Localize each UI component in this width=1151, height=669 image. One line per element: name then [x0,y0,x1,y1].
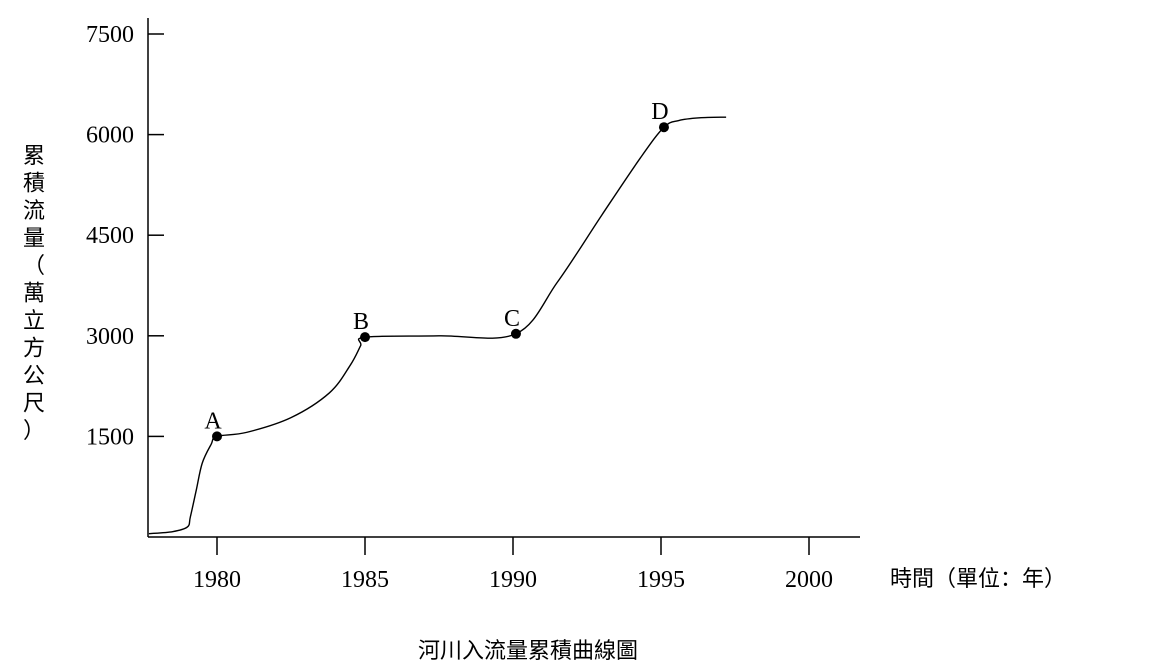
y-tick-label: 4500 [86,223,134,249]
y-tick-label: 7500 [86,22,134,48]
point-b-label: B [353,309,369,335]
x-tick-label: 2000 [785,567,833,593]
x-ticks: 1980 1985 1990 1995 2000 [193,537,833,593]
y-axis-title-char: 量 [23,227,45,252]
point-c-label: C [504,306,520,332]
x-tick-label: 1990 [489,567,537,593]
x-axis-label: 時間（單位：年） [890,567,1066,592]
y-tick-label: 1500 [86,424,134,450]
x-tick-label: 1995 [637,567,685,593]
point-a-marker [212,431,222,442]
y-tick-label: 6000 [86,123,134,149]
plot-area: 1500 3000 4500 6000 7500 1980 1985 1990 1995 200… [86,18,860,593]
cumulative-flow-line [148,116,727,535]
x-tick-label: 1980 [193,567,241,593]
y-axis-title-char: 流 [23,199,45,224]
y-axis-title-char: （ [23,254,45,279]
y-axis-title-char: 積 [23,172,45,197]
y-axis-title-char: 方 [23,337,45,362]
y-axis-title-char: 立 [23,309,45,334]
point-b-marker [360,332,370,343]
y-axis-title-char: 公 [23,364,45,389]
point-c-marker [510,328,521,339]
x-tick-label: 1985 [341,567,389,593]
y-axis-title-char: ） [23,419,45,444]
y-axis-title-char: 萬 [23,282,45,307]
chart-title: 河川入流量累積曲線圖 [418,639,638,664]
y-tick-label: 3000 [86,324,134,350]
y-axis-title-char: 尺 [23,392,45,417]
point-d-label: D [651,99,668,125]
y-axis-title-char: 累 [23,144,45,169]
marked-points: A B C D [204,99,669,442]
point-a-label: A [204,408,222,434]
point-d-marker [658,122,669,133]
y-ticks: 1500 3000 4500 6000 7500 [86,22,164,450]
